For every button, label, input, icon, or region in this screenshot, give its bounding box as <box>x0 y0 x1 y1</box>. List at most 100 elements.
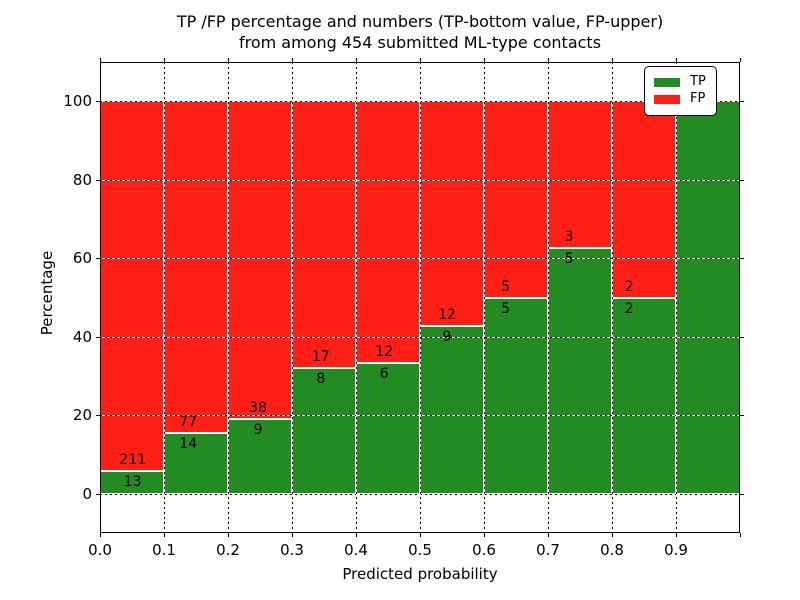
tp-legend-label: TP <box>690 74 706 89</box>
legend: TP FP <box>644 66 717 116</box>
fp-count-label-7: 3 <box>564 229 574 246</box>
bar-segment-tp-1 <box>164 433 228 494</box>
chart-title-line1: TP /FP percentage and numbers (TP-bottom… <box>176 12 664 31</box>
x-tick-label-0.2: 0.2 <box>216 541 240 559</box>
tp-count-label-1: 14 <box>179 436 198 453</box>
x-tick-bottom-0.9 <box>676 533 677 537</box>
y-tick-right-0 <box>740 493 744 495</box>
tp-count-label-7: 5 <box>564 251 574 268</box>
fp-count-label-1: 77 <box>179 414 198 431</box>
x-tick-label-0.3: 0.3 <box>280 541 304 559</box>
x-tick-label-0.7: 0.7 <box>536 541 560 559</box>
x-tick-bottom-0.7 <box>548 533 549 537</box>
x-tick-bottom-0.3 <box>292 533 293 537</box>
gridline-x-0.2 <box>228 62 229 533</box>
fp-count-label-6: 5 <box>501 278 511 295</box>
chart-title: TP /FP percentage and numbers (TP-bottom… <box>100 11 740 53</box>
bar-segment-fp-0 <box>100 101 164 471</box>
fp-count-label-0: 211 <box>119 451 146 468</box>
gridline-x-0.7 <box>548 62 549 533</box>
y-tick-left-20 <box>96 415 100 417</box>
x-tick-top-0.8 <box>612 58 613 62</box>
bar-segment-tp-4 <box>356 362 420 494</box>
x-tick-bottom-0.5 <box>420 533 421 537</box>
x-tick-top-0.2 <box>228 58 229 62</box>
tp-legend-swatch <box>654 77 680 87</box>
y-tick-left-40 <box>96 336 100 338</box>
x-axis-label: Predicted probability <box>342 565 498 583</box>
bar-segment-tp-7 <box>548 248 612 494</box>
x-tick-top-0 <box>100 58 101 62</box>
gridline-x-0.5 <box>420 62 421 533</box>
x-tick-top-0.1 <box>164 58 165 62</box>
gridline-x-0.4 <box>356 62 357 533</box>
x-tick-top-0.5 <box>420 58 421 62</box>
x-tick-bottom-0.1 <box>164 533 165 537</box>
bar-segment-fp-1 <box>164 101 228 434</box>
y-tick-right-60 <box>740 258 744 260</box>
x-tick-top-0.7 <box>548 58 549 62</box>
tp-count-label-4: 6 <box>379 365 389 382</box>
tp-count-label-0: 13 <box>123 473 142 490</box>
y-tick-right-40 <box>740 336 744 338</box>
bar-segment-fp-2 <box>228 101 292 419</box>
gridline-x-0.8 <box>612 62 613 533</box>
bar-segment-tp-9 <box>676 101 740 494</box>
tp-count-label-3: 8 <box>316 371 326 388</box>
bar-segment-fp-8 <box>612 101 676 298</box>
gridline-x-0.6 <box>484 62 485 533</box>
y-tick-label-60: 60 <box>72 249 92 268</box>
gridline-x-0.9 <box>676 62 677 533</box>
y-tick-label-40: 40 <box>72 327 92 346</box>
x-tick-label-0.8: 0.8 <box>600 541 624 559</box>
y-tick-label-80: 80 <box>72 170 92 189</box>
chart-title-line2: from among 454 submitted ML-type contact… <box>238 33 602 52</box>
bar-segment-fp-6 <box>484 101 548 298</box>
tp-count-label-6: 5 <box>501 300 511 317</box>
fp-count-label-2: 38 <box>249 399 267 416</box>
x-tick-label-0.9: 0.9 <box>664 541 688 559</box>
x-tick-bottom-0 <box>100 533 101 537</box>
fp-count-label-5: 12 <box>437 306 456 323</box>
bar-segment-fp-4 <box>356 101 420 363</box>
x-tick-bottom-0.6 <box>484 533 485 537</box>
y-tick-left-80 <box>96 179 100 181</box>
tp-count-label-5: 9 <box>442 328 452 345</box>
gridline-x-0.3 <box>292 62 293 533</box>
fp-count-label-3: 17 <box>311 349 330 366</box>
bar-segment-fp-7 <box>548 101 612 249</box>
x-tick-label-0.6: 0.6 <box>472 541 496 559</box>
bar-segment-tp-5 <box>420 325 484 494</box>
legend-item-tp: TP <box>654 75 706 89</box>
bar-segment-tp-6 <box>484 297 548 494</box>
x-tick-top-0.9 <box>676 58 677 62</box>
x-tick-top-1 <box>740 58 741 62</box>
fp-legend-swatch <box>654 94 680 104</box>
x-tick-top-0.4 <box>356 58 357 62</box>
x-tick-bottom-1 <box>740 533 741 537</box>
x-tick-bottom-0.4 <box>356 533 357 537</box>
x-tick-label-0.4: 0.4 <box>344 541 368 559</box>
y-tick-label-20: 20 <box>72 406 92 425</box>
x-tick-top-0.3 <box>292 58 293 62</box>
x-tick-label-0.5: 0.5 <box>408 541 432 559</box>
y-tick-left-60 <box>96 258 100 260</box>
y-tick-right-20 <box>740 415 744 417</box>
x-tick-bottom-0.8 <box>612 533 613 537</box>
tp-count-label-2: 9 <box>253 421 263 438</box>
fp-count-label-8: 2 <box>624 278 634 295</box>
bar-segment-tp-8 <box>612 297 676 494</box>
plot-area: 21113771438917812612955352206 <box>100 62 740 533</box>
fp-count-label-4: 12 <box>375 343 394 360</box>
legend-item-fp: FP <box>654 92 706 106</box>
y-tick-left-100 <box>96 101 100 103</box>
y-tick-right-80 <box>740 179 744 181</box>
x-tick-label-0.1: 0.1 <box>152 541 176 559</box>
x-tick-label-0.0: 0.0 <box>88 541 112 559</box>
y-tick-left-0 <box>96 493 100 495</box>
x-tick-top-0.6 <box>484 58 485 62</box>
fp-legend-label: FP <box>690 91 706 106</box>
y-tick-label-0: 0 <box>82 484 92 503</box>
tp-count-label-8: 2 <box>624 300 634 317</box>
